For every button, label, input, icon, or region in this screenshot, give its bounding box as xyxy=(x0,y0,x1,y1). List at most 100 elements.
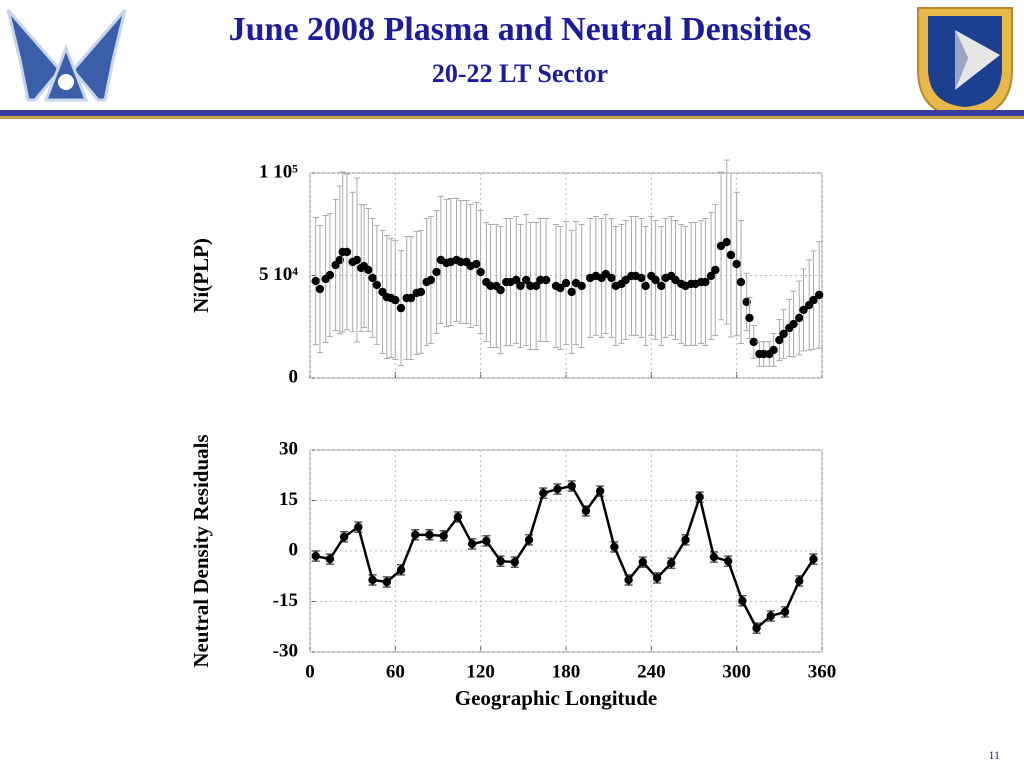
x-tick-label: 240 xyxy=(637,661,666,682)
data-point xyxy=(325,270,335,280)
data-point xyxy=(556,283,565,293)
data-point xyxy=(738,596,747,606)
data-point xyxy=(315,284,325,294)
data-point xyxy=(339,532,349,542)
x-tick-label: 0 xyxy=(305,661,315,682)
data-point xyxy=(736,277,746,287)
data-point xyxy=(595,486,605,496)
y-tick-label: -30 xyxy=(273,640,298,661)
header-rule-gold xyxy=(0,116,1024,119)
x-tick-label: 60 xyxy=(386,661,405,682)
data-point xyxy=(681,535,690,545)
data-point xyxy=(795,576,804,586)
x-axis-label: Geographic Longitude xyxy=(455,686,657,710)
x-tick-label: 180 xyxy=(552,661,581,682)
data-point xyxy=(553,484,562,494)
data-point xyxy=(652,573,662,583)
data-point xyxy=(706,271,716,281)
data-point xyxy=(780,607,790,617)
data-point xyxy=(496,556,505,566)
data-point xyxy=(396,565,406,575)
y-tick-label: 5 10⁴ xyxy=(259,264,298,285)
data-point xyxy=(779,329,788,339)
y-tick-label: 0 xyxy=(289,366,299,387)
data-point xyxy=(795,313,804,323)
data-point xyxy=(476,267,485,277)
data-point xyxy=(426,275,436,285)
data-point xyxy=(657,281,666,291)
data-point xyxy=(335,255,345,265)
data-point xyxy=(368,273,377,283)
data-point xyxy=(467,539,477,549)
data-point xyxy=(624,575,633,585)
data-point xyxy=(789,319,798,329)
data-point xyxy=(439,531,448,541)
data-point xyxy=(396,303,406,313)
data-point xyxy=(701,277,710,287)
data-point xyxy=(732,259,741,269)
data-point xyxy=(364,265,373,275)
data-point xyxy=(709,552,719,562)
data-point xyxy=(406,293,416,303)
data-point xyxy=(809,295,818,305)
data-point xyxy=(432,267,441,277)
data-point xyxy=(775,335,784,345)
data-point xyxy=(342,247,352,257)
data-point xyxy=(567,287,576,297)
data-point xyxy=(382,577,391,587)
y-tick-label: -15 xyxy=(273,590,298,611)
data-point xyxy=(352,255,362,265)
data-point xyxy=(425,530,434,540)
data-point xyxy=(745,313,754,323)
data-point xyxy=(325,554,335,564)
header-rule xyxy=(0,110,1024,116)
data-point xyxy=(516,281,525,291)
data-point xyxy=(496,285,505,295)
data-line xyxy=(315,484,815,631)
y-axis-label: Ni(PLP) xyxy=(189,238,213,313)
data-point xyxy=(561,278,571,288)
data-point xyxy=(766,611,775,621)
data-point xyxy=(411,530,420,540)
data-point xyxy=(577,281,586,291)
data-point xyxy=(372,280,382,290)
y-tick-label: 15 xyxy=(279,489,298,510)
data-point xyxy=(581,506,591,516)
data-point xyxy=(453,512,463,522)
data-point xyxy=(531,281,541,291)
data-point xyxy=(799,305,808,315)
data-point xyxy=(695,492,704,502)
data-point xyxy=(472,259,481,269)
data-point xyxy=(638,557,647,567)
slide-title: June 2008 Plasma and Neutral Densities xyxy=(229,11,812,48)
data-point xyxy=(512,275,521,285)
data-point xyxy=(726,250,736,260)
x-tick-label: 300 xyxy=(722,661,751,682)
data-point xyxy=(610,542,619,552)
data-point xyxy=(769,345,778,355)
data-point xyxy=(809,554,818,564)
air-force-logo xyxy=(6,9,127,102)
data-point xyxy=(311,551,320,561)
data-point xyxy=(391,295,400,305)
y-tick-label: 1 10⁵ xyxy=(259,161,298,182)
y-tick-label: 30 xyxy=(279,438,298,459)
x-tick-label: 360 xyxy=(808,661,837,682)
data-point xyxy=(641,281,650,291)
page-number: 11 xyxy=(988,748,1000,762)
afrl-badge xyxy=(917,7,1013,120)
data-point xyxy=(742,297,751,307)
data-point xyxy=(416,287,426,297)
data-point xyxy=(567,481,576,491)
data-point xyxy=(541,275,551,285)
data-point xyxy=(521,275,531,285)
data-point xyxy=(637,273,646,283)
data-point xyxy=(749,337,758,347)
data-point xyxy=(524,535,534,545)
data-point xyxy=(651,275,660,285)
data-point xyxy=(722,237,731,247)
data-point xyxy=(752,623,761,633)
data-point xyxy=(667,558,676,568)
x-tick-label: 120 xyxy=(466,661,495,682)
